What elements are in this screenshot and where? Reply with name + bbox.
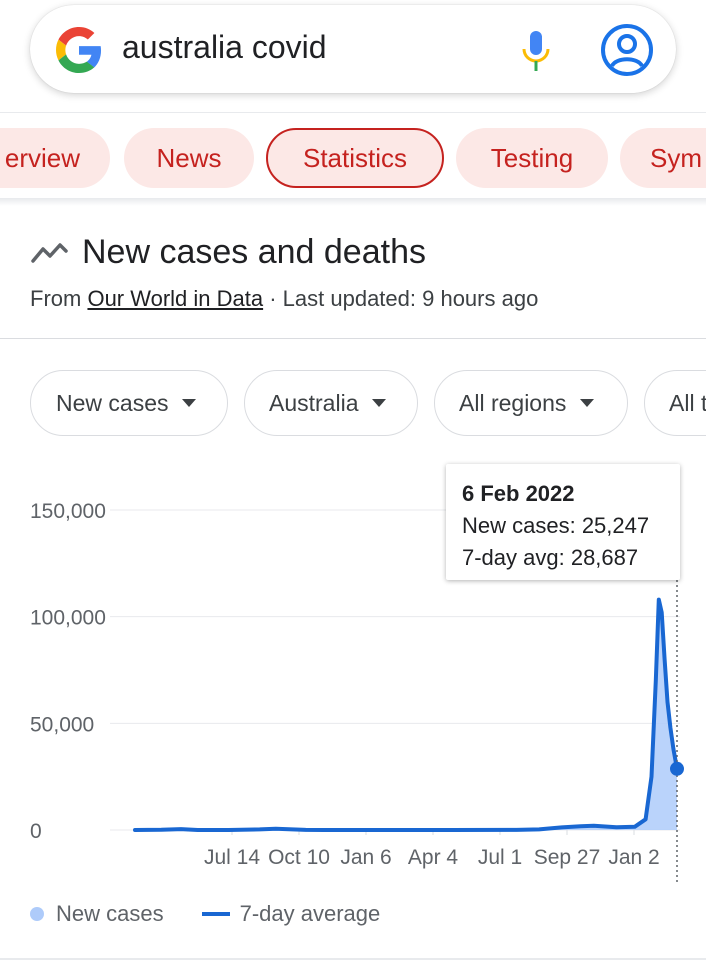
y-tick-label: 50,000 xyxy=(30,713,94,736)
topic-tabs: erview News Statistics Testing Sym xyxy=(0,128,706,190)
filter-row: New cases Australia All regions All t xyxy=(0,370,706,438)
cases-chart[interactable]: 0 50,000 100,000 150,000 Jul 14 Oct 10 Jan 6 Ap… xyxy=(0,450,706,890)
legend-new-cases-swatch xyxy=(30,907,44,921)
section-divider xyxy=(0,338,706,339)
card-title: New cases and deaths xyxy=(82,232,426,271)
account-icon[interactable] xyxy=(600,23,654,77)
x-tick-label: Jul 1 xyxy=(478,846,522,869)
x-tick-label: Apr 4 xyxy=(408,846,459,869)
x-tick-label: Jan 2 xyxy=(608,846,659,869)
search-header: australia covid xyxy=(0,0,706,112)
bottom-divider xyxy=(0,958,706,960)
hover-point xyxy=(670,761,684,776)
tooltip-avg: 7-day avg: 28,687 xyxy=(462,545,639,570)
dropdown-arrow-icon xyxy=(182,399,197,407)
metric-dropdown[interactable]: New cases xyxy=(30,370,228,436)
card-header: New cases and deaths xyxy=(30,228,426,276)
dropdown-arrow-icon xyxy=(372,399,387,407)
region-dropdown[interactable]: All regions xyxy=(434,370,628,436)
tooltip-new-cases: New cases: 25,247 xyxy=(462,513,650,538)
trending-icon xyxy=(31,243,68,263)
country-dropdown[interactable]: Australia xyxy=(244,370,418,436)
header-divider xyxy=(0,112,706,113)
search-bar[interactable]: australia covid xyxy=(30,5,676,93)
card-subtitle: From Our World in Data · Last updated: 9… xyxy=(30,286,539,311)
chips-divider xyxy=(0,198,706,206)
x-tick-label: Sep 27 xyxy=(534,846,601,869)
chart-legend: New cases 7-day average xyxy=(30,898,380,930)
legend-new-cases-label: New cases xyxy=(56,901,164,926)
source-link[interactable]: Our World in Data xyxy=(87,286,264,311)
search-input[interactable]: australia covid xyxy=(122,29,327,65)
x-tick-label: Jul 14 xyxy=(204,846,260,869)
tab-overview[interactable]: erview xyxy=(0,128,110,188)
y-tick-label: 100,000 xyxy=(30,607,106,630)
tab-news[interactable]: News xyxy=(124,128,254,188)
new-cases-area xyxy=(135,599,677,830)
google-logo-icon xyxy=(56,27,102,73)
tab-statistics[interactable]: Statistics xyxy=(266,128,444,188)
x-tick-label: Jan 6 xyxy=(340,846,391,869)
seven-day-average-line xyxy=(133,597,679,832)
y-tick-label: 0 xyxy=(30,820,42,843)
tab-symptoms[interactable]: Sym xyxy=(620,128,706,188)
x-tick-label: Oct 10 xyxy=(268,846,330,869)
legend-average-swatch xyxy=(201,912,230,916)
chart-tooltip: 6 Feb 2022 New cases: 25,247 7-day avg: … xyxy=(446,464,680,580)
tab-testing[interactable]: Testing xyxy=(456,128,608,188)
microphone-icon[interactable] xyxy=(518,27,554,75)
tooltip-date: 6 Feb 2022 xyxy=(462,481,575,506)
legend-average-label: 7-day average xyxy=(239,901,381,926)
time-dropdown[interactable]: All t xyxy=(644,370,706,436)
y-tick-label: 150,000 xyxy=(30,500,106,523)
dropdown-arrow-icon xyxy=(580,399,595,407)
